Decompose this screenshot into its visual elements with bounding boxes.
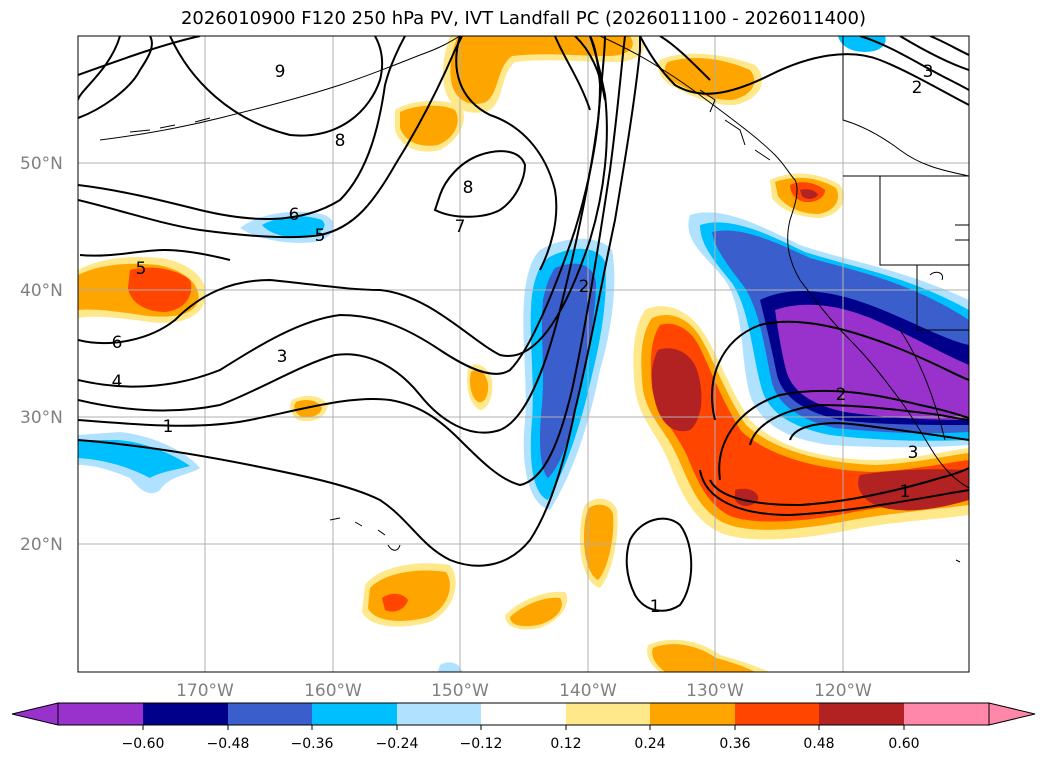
- contour-label: 2: [836, 385, 847, 405]
- contour-label: 6: [112, 333, 123, 353]
- contour-label: 4: [112, 372, 123, 392]
- contour-label: 8: [463, 178, 474, 198]
- colorbar-tick-label: 0.36: [719, 736, 750, 752]
- coastlines: [99, 36, 969, 563]
- colorbar-segment: [143, 703, 228, 725]
- colorbar-segment: [819, 703, 904, 725]
- contour-label: 8: [335, 131, 346, 151]
- contour-label: 5: [136, 259, 147, 279]
- colorbar-extend-low: [11, 702, 59, 726]
- pv-contours: [78, 36, 969, 612]
- colorbar-tick-label: 0.60: [888, 736, 919, 752]
- colorbar-tick-label: −0.12: [460, 736, 503, 752]
- colorbar-segment: [481, 703, 566, 725]
- lat-label: 50°N: [20, 154, 63, 174]
- contour-label: 1: [650, 597, 661, 617]
- map-plot-area: [78, 36, 969, 672]
- colorbar-tick-label: −0.24: [376, 736, 419, 752]
- colorbar-tick-label: −0.60: [122, 736, 165, 752]
- colorbar-tick-label: 0.24: [634, 736, 665, 752]
- contour-label: 9: [275, 62, 286, 82]
- colorbar-segment: [650, 703, 735, 725]
- lat-label: 20°N: [20, 535, 63, 555]
- contour-label: 5: [315, 226, 326, 246]
- contour-label: 3: [908, 443, 919, 463]
- colorbar-segment: [58, 703, 143, 725]
- lon-label: 130°W: [686, 681, 744, 701]
- latitude-labels: 50°N 40°N 30°N 20°N: [20, 154, 63, 555]
- contour-label: 2: [912, 78, 923, 98]
- map-title: 2026010900 F120 250 hPa PV, IVT Landfall…: [180, 8, 867, 29]
- contour-label: 3: [923, 62, 934, 82]
- colorbar-tick-label: −0.48: [207, 736, 250, 752]
- lon-label: 150°W: [431, 681, 489, 701]
- map-frame: [77, 35, 970, 673]
- lat-label: 30°N: [20, 408, 63, 428]
- longitude-labels: 170°W 160°W 150°W 140°W 130°W 120°W: [176, 681, 872, 701]
- colorbar-extend-high: [988, 702, 1036, 726]
- contour-label: 6: [289, 205, 300, 225]
- lat-label: 40°N: [20, 281, 63, 301]
- contour-label: 7: [455, 217, 466, 237]
- colorbar: −0.60 −0.48 −0.36 −0.24 −0.12 0.12 0.24 …: [11, 702, 1036, 752]
- colorbar-segment: [735, 703, 819, 725]
- contour-labels: 9 8 8 7 6 5 5 6 4 3 2 1 2 1 1 3 2 3: [112, 62, 934, 617]
- lon-label: 140°W: [559, 681, 617, 701]
- colorbar-tick-label: −0.36: [291, 736, 334, 752]
- contour-label: 3: [277, 347, 288, 367]
- colorbar-tick-label: 0.12: [550, 736, 581, 752]
- contour-label: 2: [579, 277, 590, 297]
- colorbar-tick-label: 0.48: [803, 736, 834, 752]
- colorbar-segment: [566, 703, 650, 725]
- lon-label: 170°W: [176, 681, 234, 701]
- lon-label: 160°W: [304, 681, 362, 701]
- colorbar-segment: [397, 703, 481, 725]
- colorbar-segment: [228, 703, 312, 725]
- contour-label: 1: [163, 417, 174, 437]
- contour-label: 1: [900, 482, 911, 502]
- graticule: [78, 36, 969, 672]
- colorbar-segment: [904, 703, 989, 725]
- colorbar-segment: [312, 703, 397, 725]
- lon-label: 120°W: [814, 681, 872, 701]
